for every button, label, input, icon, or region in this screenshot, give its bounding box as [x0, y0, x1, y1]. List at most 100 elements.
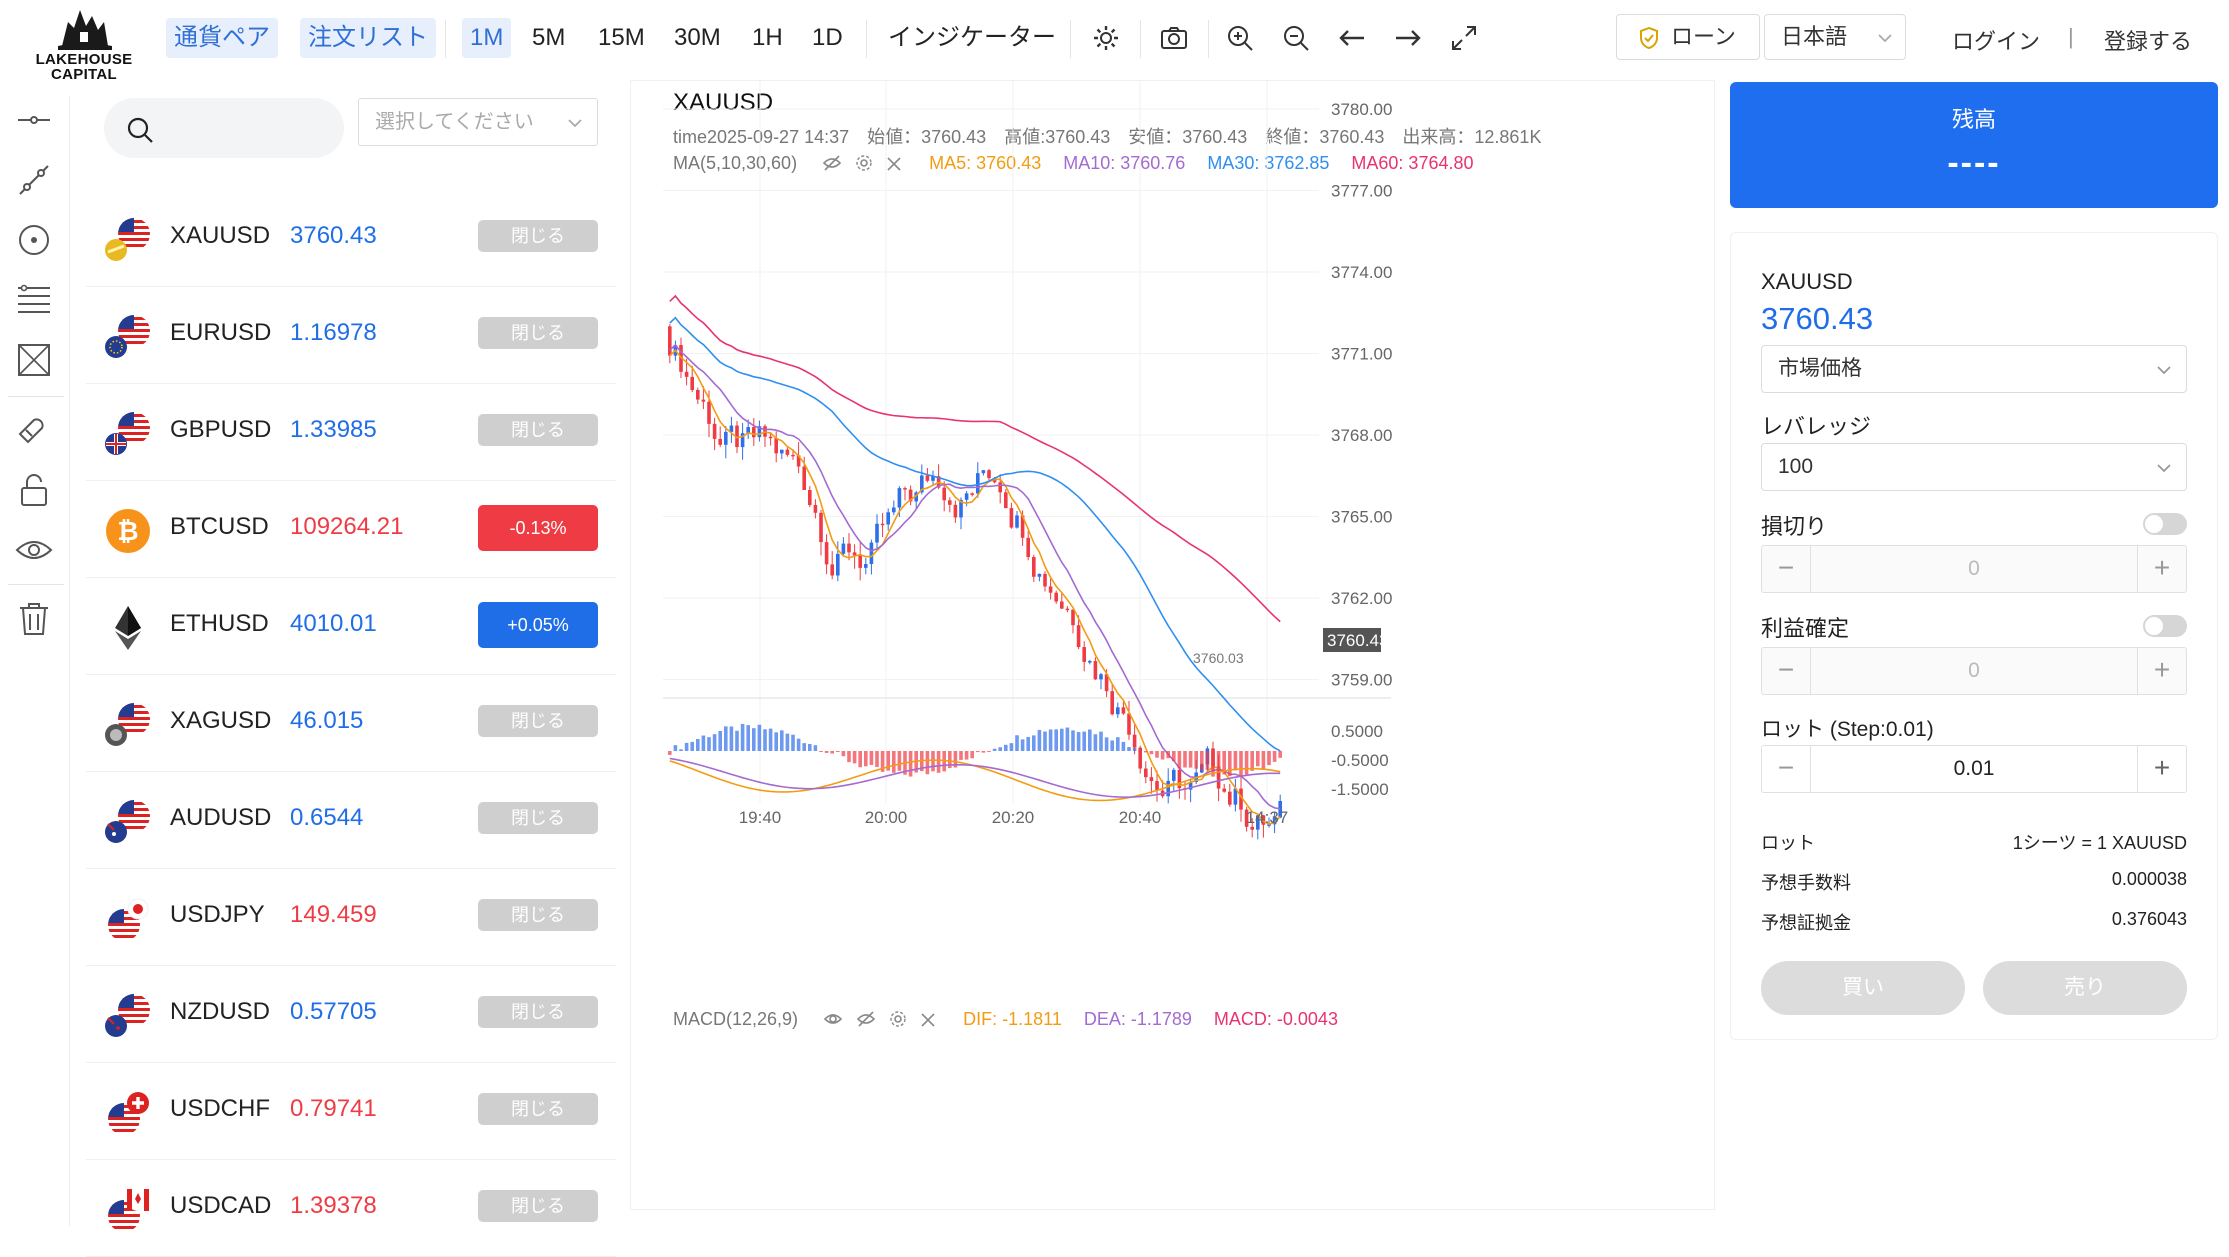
gear-icon[interactable] — [1090, 22, 1122, 54]
eye-icon[interactable] — [823, 1010, 843, 1028]
timeframe-1m[interactable]: 1M — [462, 18, 512, 58]
camera-icon[interactable] — [1158, 22, 1190, 54]
order-price: 3760.43 — [1761, 301, 1874, 336]
macd-histogram-bar — [1177, 751, 1182, 769]
candle-body — [1020, 515, 1025, 538]
take-profit-toggle[interactable] — [2143, 615, 2187, 637]
symbol-row-xagusd[interactable]: XAGUSD 46.015 閉じる — [86, 675, 616, 772]
indicator-button[interactable]: インジケーター — [888, 24, 1056, 51]
price-chart[interactable]: XAUUSD time2025-09-27 14:37 始値：3760.43 高… — [630, 80, 1715, 1210]
sell-button[interactable]: 売り — [1983, 961, 2187, 1015]
take-profit-minus[interactable]: − — [1777, 654, 1795, 685]
gear-icon[interactable] — [889, 1010, 907, 1028]
info-label: ロット — [1761, 833, 1815, 853]
arrow-right-icon[interactable] — [1392, 22, 1424, 54]
magnet-icon[interactable] — [14, 410, 54, 450]
eye-icon[interactable] — [14, 530, 54, 570]
timeframe-15m[interactable]: 15M — [598, 24, 645, 51]
take-profit-plus[interactable]: + — [2153, 654, 2171, 685]
macd-histogram-bar — [992, 748, 997, 751]
balance-card: 残高 ---- — [1730, 82, 2218, 208]
lot-plus[interactable]: + — [2153, 752, 2171, 783]
macd-histogram-bar — [1211, 751, 1215, 777]
eye-off-icon[interactable] — [822, 154, 842, 172]
macd-histogram-bar — [959, 751, 963, 760]
gann-box-icon[interactable] — [14, 340, 54, 380]
trash-icon[interactable] — [14, 598, 54, 638]
arrow-left-icon[interactable] — [1336, 22, 1368, 54]
trend-line-icon[interactable] — [14, 160, 54, 200]
info-value: 0.000038 — [2111, 869, 2187, 889]
tab-order-list[interactable]: 注文リスト — [300, 18, 436, 58]
timeframe-5m[interactable]: 5M — [532, 24, 566, 51]
tab-currency-pairs[interactable]: 通貨ペア — [166, 18, 278, 58]
macd-histogram-bar — [976, 751, 980, 753]
login-link[interactable]: ログイン — [1952, 29, 2041, 54]
chevron-down-icon — [1878, 34, 1892, 43]
timeframe-1h[interactable]: 1H — [752, 24, 783, 51]
take-profit-value[interactable]: 0 — [1810, 648, 2138, 694]
macd-histogram-bar — [1256, 751, 1260, 767]
gear-icon[interactable] — [855, 154, 873, 172]
ma5-line — [669, 349, 1281, 826]
symbol-price: 4010.01 — [290, 610, 377, 637]
symbol-row-btcusd[interactable]: ₿ BTCUSD 109264.21 -0.13% — [86, 481, 616, 578]
candlestick-chart-canvas[interactable]: 3780.00 3777.00 3774.00 3771.00 3768.00 3765.… — [631, 81, 1714, 1209]
fibonacci-icon[interactable] — [14, 280, 54, 320]
timeframe-30m[interactable]: 30M — [674, 24, 721, 51]
zoom-out-icon[interactable] — [1280, 22, 1312, 54]
symbol-row-usdcad[interactable]: USDCAD 1.39378 閉じる — [86, 1160, 616, 1257]
y-tick-label: 3768.00 — [1331, 426, 1392, 445]
candle-body — [925, 475, 930, 481]
symbol-row-usdchf[interactable]: USDCHF 0.79741 閉じる — [86, 1063, 616, 1160]
lock-icon[interactable] — [14, 470, 54, 510]
leverage-select[interactable]: 100 — [1761, 443, 2187, 491]
timeframe-1d[interactable]: 1D — [812, 24, 843, 51]
macd-histogram-bar — [1082, 731, 1086, 751]
macd-histogram-bar — [858, 751, 862, 768]
symbol-row-gbpusd[interactable]: GBPUSD 1.33985 閉じる — [86, 384, 616, 481]
macd-histogram-bar — [707, 737, 711, 751]
register-link[interactable]: 登録する — [2104, 29, 2193, 54]
loan-button[interactable]: ローン — [1616, 14, 1760, 60]
macd-histogram-bar — [897, 751, 902, 771]
lot-minus[interactable]: − — [1777, 752, 1795, 783]
y-tick-label: 3759.00 — [1331, 671, 1392, 690]
stop-loss-plus[interactable]: + — [2153, 552, 2171, 583]
lot-value[interactable]: 0.01 — [1810, 746, 2138, 792]
stop-loss-value[interactable]: 0 — [1810, 546, 2138, 592]
order-type-select[interactable]: 市場価格 — [1761, 345, 2187, 393]
language-select[interactable]: 日本語 — [1764, 14, 1906, 60]
lakehouse-capital-logo[interactable]: LAKEHOUSE CAPITAL — [28, 4, 140, 82]
buy-button[interactable]: 買い — [1761, 961, 1965, 1015]
close-icon[interactable] — [920, 1012, 936, 1028]
divider — [866, 20, 867, 58]
symbol-row-ethusd[interactable]: ETHUSD 4010.01 +0.05% — [86, 578, 616, 675]
macd-histogram-bar — [780, 730, 784, 751]
symbol-row-eurusd[interactable]: EURUSD 1.16978 閉じる — [86, 287, 616, 384]
eye-off-icon[interactable] — [856, 1010, 876, 1028]
fullscreen-icon[interactable] — [1448, 22, 1480, 54]
zoom-in-icon[interactable] — [1224, 22, 1256, 54]
stop-loss-minus[interactable]: − — [1777, 552, 1795, 583]
macd-histogram-bar — [1138, 751, 1142, 753]
macd-histogram-bar — [847, 751, 851, 763]
stop-loss-label: 損切り — [1761, 514, 1828, 539]
macd-histogram-bar — [768, 728, 773, 751]
macd-histogram-bar — [880, 751, 885, 772]
us-ch-flag-icon — [108, 1092, 149, 1135]
symbol-status-badge: -0.13% — [478, 505, 598, 551]
macd-histogram-bar — [1037, 729, 1042, 751]
symbol-price: 109264.21 — [290, 513, 404, 540]
circle-tool-icon[interactable] — [14, 220, 54, 260]
search-input[interactable] — [104, 98, 344, 158]
candle-body — [707, 401, 711, 424]
close-icon[interactable] — [886, 156, 902, 172]
symbol-row-audusd[interactable]: AUDUSD 0.6544 閉じる — [86, 772, 616, 869]
symbol-row-xauusd[interactable]: XAUUSD 3760.43 閉じる — [86, 190, 616, 287]
symbol-row-usdjpy[interactable]: USDJPY 149.459 閉じる — [86, 869, 616, 966]
symbol-category-select[interactable]: 選択してください — [358, 98, 598, 146]
symbol-row-nzdusd[interactable]: NZDUSD 0.57705 閉じる — [86, 966, 616, 1063]
horizontal-line-icon[interactable] — [14, 100, 54, 140]
stop-loss-toggle[interactable] — [2143, 513, 2187, 535]
